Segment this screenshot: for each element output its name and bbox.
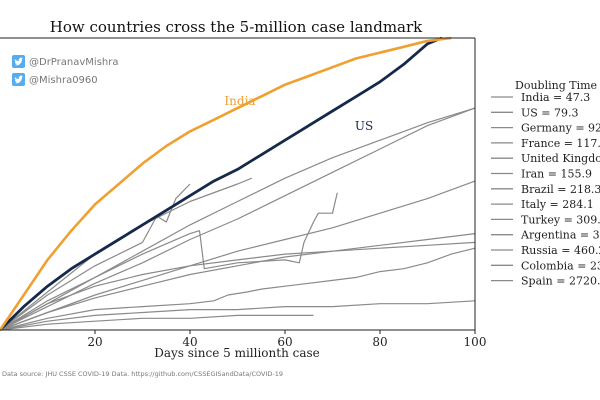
plot-area: India US xyxy=(0,36,476,331)
legend-entry: Turkey = 309. xyxy=(521,213,600,226)
legend-entry: Russia = 460.2 xyxy=(521,244,600,257)
legend-entry: Argentina = 38 xyxy=(520,229,600,242)
legend-entry: US = 79.3 xyxy=(521,106,579,119)
legend: Doubling Time ( India = 47.3 US = 79.3 Ger… xyxy=(491,79,600,288)
x-axis-label: Days since 5 millionth case xyxy=(154,346,320,360)
x-tick-label: 40 xyxy=(182,335,197,349)
legend-title: Doubling Time ( xyxy=(515,79,600,92)
series-line-argentina xyxy=(0,233,476,331)
chart-title: How countries cross the 5-million case l… xyxy=(50,18,423,36)
legend-entry: India = 47.3 xyxy=(521,91,590,104)
series-line-russia xyxy=(0,247,476,331)
x-tick-label: 20 xyxy=(87,335,102,349)
twitter-bird-glyph xyxy=(14,57,23,66)
series-line-france xyxy=(0,107,476,331)
x-tick-label: 100 xyxy=(464,335,487,349)
series-line-us xyxy=(0,36,443,331)
twitter-handle-2: @Mishra0960 xyxy=(29,75,98,86)
legend-entry: Italy = 284.1 xyxy=(521,198,594,211)
legend-entry: France = 117. xyxy=(521,137,600,150)
twitter-bird-glyph xyxy=(14,75,23,84)
series-line-spain xyxy=(0,314,314,331)
series-line-germany xyxy=(0,107,476,331)
legend-entry: Spain = 2720. xyxy=(521,275,600,288)
x-tick-label: 60 xyxy=(277,335,292,349)
series-line-india xyxy=(0,36,452,331)
legend-entry: Iran = 155.9 xyxy=(521,168,592,181)
series-line-brazil xyxy=(0,183,191,331)
source-note: Data source: JHU CSSE COVID-19 Data. htt… xyxy=(2,370,283,378)
twitter-handle-1: @DrPranavMishra xyxy=(29,57,118,68)
legend-entry: United Kingdo xyxy=(521,152,600,165)
legend-entry: Colombia = 23 xyxy=(521,259,600,272)
series-line-iran xyxy=(0,180,476,331)
legend-entry: Brazil = 218.3 xyxy=(521,183,600,196)
x-tick-label: 80 xyxy=(372,335,387,349)
legend-entry: Germany = 92 xyxy=(521,122,600,135)
annotation-us: US xyxy=(355,119,373,133)
annotation-india: India xyxy=(224,94,255,108)
series-line-italy xyxy=(0,192,338,331)
series-line-turkey xyxy=(0,241,476,331)
series-line-colombia xyxy=(0,300,476,331)
watermark: @DrPranavMishra @Mishra0960 xyxy=(12,55,118,86)
x-ticks: 20 40 60 80 100 xyxy=(87,330,486,349)
